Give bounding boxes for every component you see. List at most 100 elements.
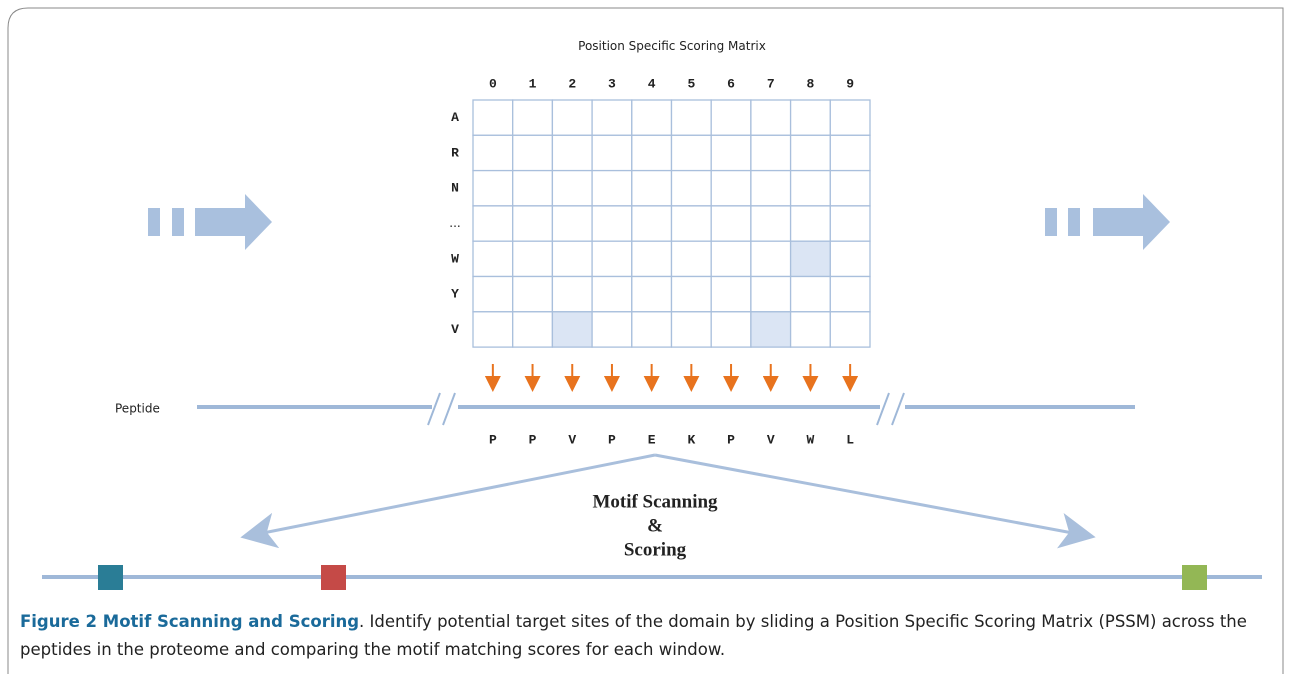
residue: P <box>608 432 616 447</box>
matrix-cell <box>710 169 752 207</box>
row-label: Y <box>451 287 459 302</box>
site-marker <box>321 565 346 590</box>
residue: K <box>687 432 695 447</box>
matrix-cell <box>789 205 831 242</box>
flow-arrow-left <box>148 194 272 250</box>
matrix-cell <box>670 169 712 207</box>
matrix-cell <box>472 205 514 242</box>
matrix-cell <box>750 99 792 136</box>
matrix-cell <box>829 99 871 136</box>
row-label: ... <box>449 216 460 230</box>
matrix-cell <box>512 275 554 313</box>
motif-line: Motif Scanning <box>592 491 718 512</box>
matrix-cell <box>472 134 514 172</box>
matrix-cell <box>591 134 633 172</box>
matrix-cell <box>512 311 554 348</box>
residue: V <box>568 432 576 447</box>
row-label: A <box>451 110 459 125</box>
peptide-label: Peptide <box>115 402 160 416</box>
column-label: 3 <box>608 76 616 91</box>
matrix-cell <box>750 134 792 172</box>
matrix-cell <box>789 99 831 136</box>
matrix-cell <box>551 205 593 242</box>
matrix-cell <box>670 99 712 136</box>
matrix-cell <box>631 205 673 242</box>
matrix-cell <box>551 240 593 278</box>
matrix-cell <box>829 134 871 172</box>
matrix-cell <box>750 205 792 242</box>
column-label: 9 <box>846 76 854 91</box>
matrix-cell <box>750 169 792 207</box>
motif-line: & <box>647 515 663 536</box>
matrix-cell <box>829 311 871 348</box>
column-label: 0 <box>489 76 497 91</box>
column-label: 8 <box>807 76 815 91</box>
matrix-cell <box>710 99 752 136</box>
matrix-cell <box>472 240 514 278</box>
residue: E <box>648 432 656 447</box>
residue: P <box>489 432 497 447</box>
residue: L <box>846 432 854 447</box>
matrix-cell <box>710 205 752 242</box>
matrix-cell <box>631 134 673 172</box>
residue: P <box>727 432 735 447</box>
matrix-cell <box>512 134 554 172</box>
matrix-cell <box>670 240 712 278</box>
matrix-cell <box>750 240 792 278</box>
caption-text: . Identify potential target sites of the… <box>20 612 1247 659</box>
matrix-cell <box>750 311 792 348</box>
row-label: V <box>451 322 459 337</box>
matrix-cell <box>631 99 673 136</box>
matrix-cell <box>631 275 673 313</box>
matrix-cell <box>631 311 673 348</box>
matrix-cell <box>591 205 633 242</box>
row-label: W <box>451 251 459 266</box>
column-label: 7 <box>767 76 775 91</box>
matrix-cell <box>829 275 871 313</box>
matrix-cell <box>829 169 871 207</box>
residue: P <box>529 432 537 447</box>
caption-title: Figure 2 Motif Scanning and Scoring <box>20 612 360 631</box>
matrix-cell <box>472 311 514 348</box>
matrix-cell <box>631 169 673 207</box>
matrix-cell <box>591 169 633 207</box>
matrix-cell <box>512 240 554 278</box>
site-marker <box>98 565 123 590</box>
caption: Figure 2 Motif Scanning and Scoring. Ide… <box>20 608 1275 664</box>
residue: W <box>807 432 815 447</box>
matrix-cell <box>512 205 554 242</box>
matrix-cell <box>710 240 752 278</box>
matrix-title: Position Specific Scoring Matrix <box>578 39 766 53</box>
row-label: N <box>451 181 459 196</box>
matrix-cell <box>551 134 593 172</box>
column-label: 5 <box>687 76 695 91</box>
matrix-cell <box>551 169 593 207</box>
matrix-cell <box>591 99 633 136</box>
matrix-cell <box>789 134 831 172</box>
matrix-cell <box>670 275 712 313</box>
matrix-cell <box>591 311 633 348</box>
matrix-cell <box>472 99 514 136</box>
matrix-cell <box>789 169 831 207</box>
column-label: 6 <box>727 76 735 91</box>
frame <box>7 7 1284 674</box>
column-label: 2 <box>568 76 576 91</box>
matrix-cell <box>551 311 593 348</box>
matrix-cell <box>710 311 752 348</box>
residue: V <box>767 432 775 447</box>
flow-arrow-right <box>1045 194 1170 250</box>
matrix-cell <box>710 134 752 172</box>
matrix-cell <box>591 240 633 278</box>
matrix-cell <box>472 275 514 313</box>
matrix-cell <box>670 134 712 172</box>
matrix-cell <box>472 169 514 207</box>
motif-text: Motif Scanning & Scoring <box>592 491 718 560</box>
matrix-cell <box>551 275 593 313</box>
row-label: R <box>451 145 459 160</box>
matrix-cell <box>829 205 871 242</box>
matrix-cell <box>710 275 752 313</box>
matrix-cell <box>670 311 712 348</box>
site-marker <box>1182 565 1207 590</box>
